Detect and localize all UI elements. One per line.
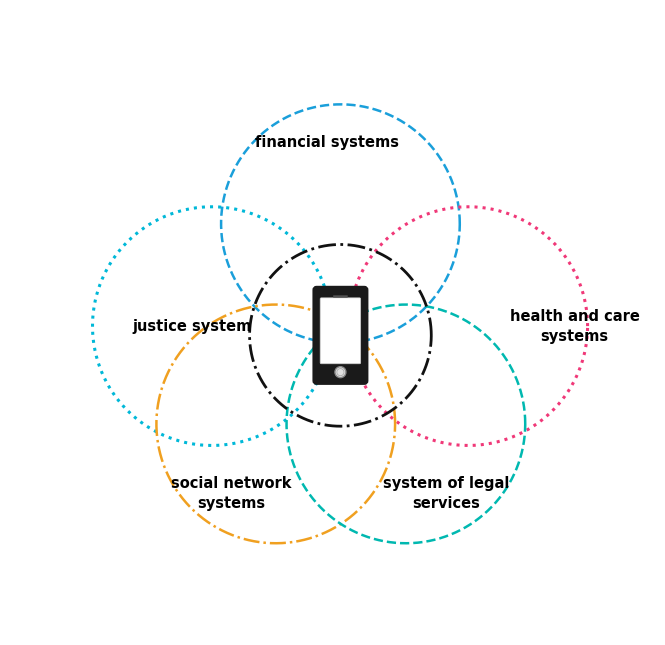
- Text: social network
systems: social network systems: [171, 476, 291, 511]
- FancyBboxPatch shape: [320, 298, 360, 364]
- Text: health and care
systems: health and care systems: [510, 309, 640, 344]
- Text: financial systems: financial systems: [255, 135, 400, 150]
- Circle shape: [335, 366, 346, 377]
- Text: system of legal
services: system of legal services: [384, 476, 510, 511]
- FancyBboxPatch shape: [333, 295, 348, 297]
- FancyBboxPatch shape: [313, 287, 367, 384]
- Text: justice system: justice system: [132, 319, 252, 333]
